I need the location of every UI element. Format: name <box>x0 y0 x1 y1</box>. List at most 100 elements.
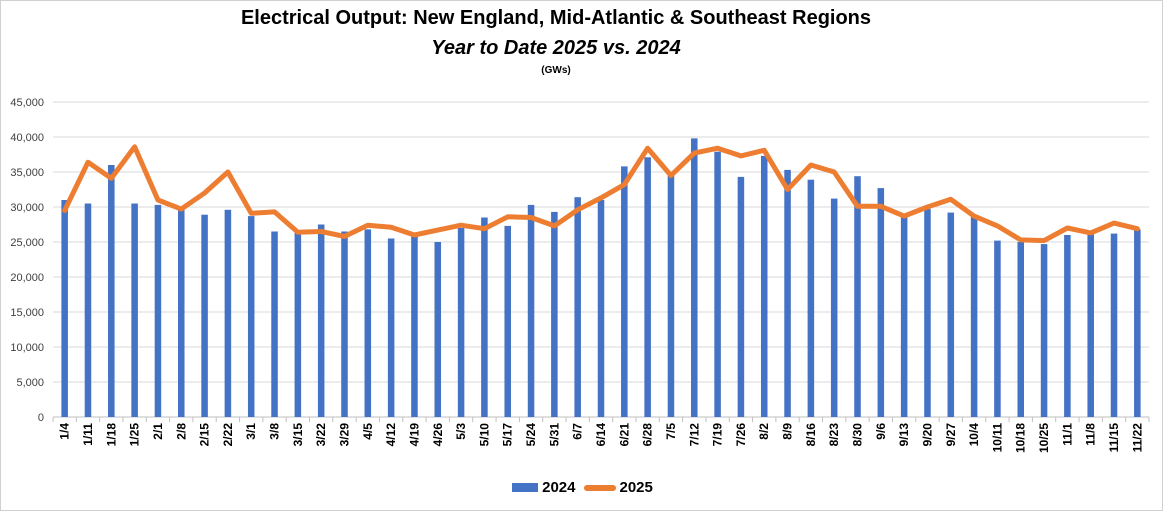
legend-swatch-2025 <box>583 484 616 491</box>
bar-2024 <box>224 209 232 417</box>
bar-2024 <box>294 232 302 417</box>
x-tick-label: 5/10 <box>477 423 491 447</box>
x-tick-label: 4/26 <box>431 423 445 447</box>
x-tick-label: 3/15 <box>291 423 305 447</box>
y-tick-label: 10,000 <box>10 342 44 354</box>
chart-plot: 0 5,000 10,000 15,000 20,000 25,000 30,000 35,0… <box>10 97 1150 453</box>
y-tick-label: 35,000 <box>10 167 44 179</box>
bar-2024 <box>108 165 115 417</box>
x-tick-label: 6/7 <box>571 423 585 440</box>
bar-2024 <box>317 224 325 417</box>
x-tick-label: 11/15 <box>1107 423 1121 453</box>
x-tick-label: 9/27 <box>944 423 958 447</box>
x-tick-label: 10/4 <box>967 423 981 447</box>
x-tick-label: 8/2 <box>757 423 771 440</box>
bar-2024 <box>1040 244 1048 417</box>
bar-2024 <box>61 200 68 417</box>
x-tick-label: 9/20 <box>920 423 934 447</box>
y-tick-label: 25,000 <box>10 237 44 249</box>
y-tick-label: 0 <box>38 412 44 424</box>
x-tick-label: 3/22 <box>314 423 328 447</box>
chart-subtitle: Year to Date 2025 vs. 2024 <box>431 37 681 59</box>
x-tick-label: 4/12 <box>384 423 398 447</box>
x-tick-label: 11/1 <box>1060 423 1074 446</box>
bar-2024 <box>527 204 535 417</box>
y-tick-label: 45,000 <box>10 97 44 109</box>
x-tick-label: 9/6 <box>874 423 888 440</box>
bar-2024 <box>597 200 605 417</box>
chart-title: Electrical Output: New England, Mid-Atla… <box>240 7 872 29</box>
y-tick-label: 20,000 <box>10 272 44 284</box>
x-tick-label: 3/8 <box>268 423 282 440</box>
bar-2024 <box>667 174 675 417</box>
x-tick-label: 10/11 <box>990 423 1004 453</box>
x-tick-label: 2/8 <box>174 423 188 440</box>
bar-2024 <box>387 238 395 417</box>
bar-2024 <box>1064 235 1071 417</box>
x-tick-label: 7/26 <box>734 423 748 447</box>
x-tick-label: 6/21 <box>617 423 631 447</box>
bar-2024 <box>714 151 721 417</box>
x-tick-label: 8/9 <box>781 423 795 440</box>
x-tick-label: 2/1 <box>151 423 165 440</box>
bar-2024 <box>247 216 255 417</box>
bar-2024 <box>341 231 348 417</box>
x-tick-label: 9/13 <box>897 423 911 447</box>
x-tick-label: 7/12 <box>687 423 701 447</box>
x-tick-label: 5/3 <box>454 423 468 440</box>
bar-2024 <box>924 209 931 417</box>
x-tick-label: 4/5 <box>361 423 375 440</box>
legend-item-2024: 2024 <box>512 479 576 496</box>
x-tick-label: 3/1 <box>244 423 258 440</box>
x-tick-label: 1/4 <box>58 423 72 440</box>
bar-2024 <box>84 203 92 417</box>
bar-2024 <box>621 166 628 417</box>
x-tick-label: 11/22 <box>1130 423 1144 453</box>
bar-2024 <box>364 229 372 417</box>
y-tick-label: 15,000 <box>10 307 44 319</box>
chart-units: (GWs) <box>541 65 571 76</box>
bar-2024 <box>877 188 885 417</box>
x-tick-label: 8/30 <box>851 423 865 447</box>
x-tick-label: 11/8 <box>1084 423 1098 446</box>
bar-2024 <box>457 228 465 417</box>
bar-2024 <box>947 212 955 417</box>
x-tick-label: 4/19 <box>407 423 421 447</box>
x-tick-label: 3/29 <box>337 423 351 447</box>
bar-2024 <box>784 169 791 417</box>
x-tick-label: 1/11 <box>81 423 95 446</box>
x-tick-label: 5/17 <box>501 423 515 447</box>
bar-2024 <box>854 176 861 417</box>
legend-label-2025: 2025 <box>619 479 653 496</box>
bar-2024 <box>271 231 278 417</box>
bar-2024 <box>1110 233 1118 417</box>
bar-2024 <box>900 216 908 417</box>
x-tick-label: 10/18 <box>1014 423 1028 453</box>
bar-2024 <box>760 155 768 417</box>
y-tick-label: 5,000 <box>16 377 44 389</box>
x-tick-label: 1/18 <box>104 423 118 447</box>
x-tick-label: 6/28 <box>641 423 655 447</box>
bar-2024 <box>1134 229 1141 417</box>
bar-2024 <box>434 242 442 417</box>
bar-2024 <box>481 217 488 417</box>
bar-2024 <box>737 176 745 417</box>
bar-2024 <box>574 197 581 417</box>
bar-2024 <box>1087 234 1094 417</box>
y-tick-label: 40,000 <box>10 132 44 144</box>
x-tick-label: 8/16 <box>804 423 818 447</box>
x-tick-label: 8/23 <box>827 423 841 447</box>
legend-label-2024: 2024 <box>542 479 576 496</box>
x-tick-label: 7/19 <box>711 423 725 447</box>
bar-2024 <box>131 203 138 417</box>
bar-2024 <box>644 157 651 418</box>
y-tick-label: 30,000 <box>10 202 44 214</box>
x-tick-label: 2/15 <box>198 423 212 447</box>
bar-2024 <box>551 211 558 417</box>
bar-2024 <box>1017 242 1025 417</box>
x-tick-label: 1/25 <box>128 423 142 447</box>
x-tick-label: 2/22 <box>221 423 235 447</box>
bar-2024 <box>807 179 815 417</box>
bar-2024 <box>504 225 511 417</box>
